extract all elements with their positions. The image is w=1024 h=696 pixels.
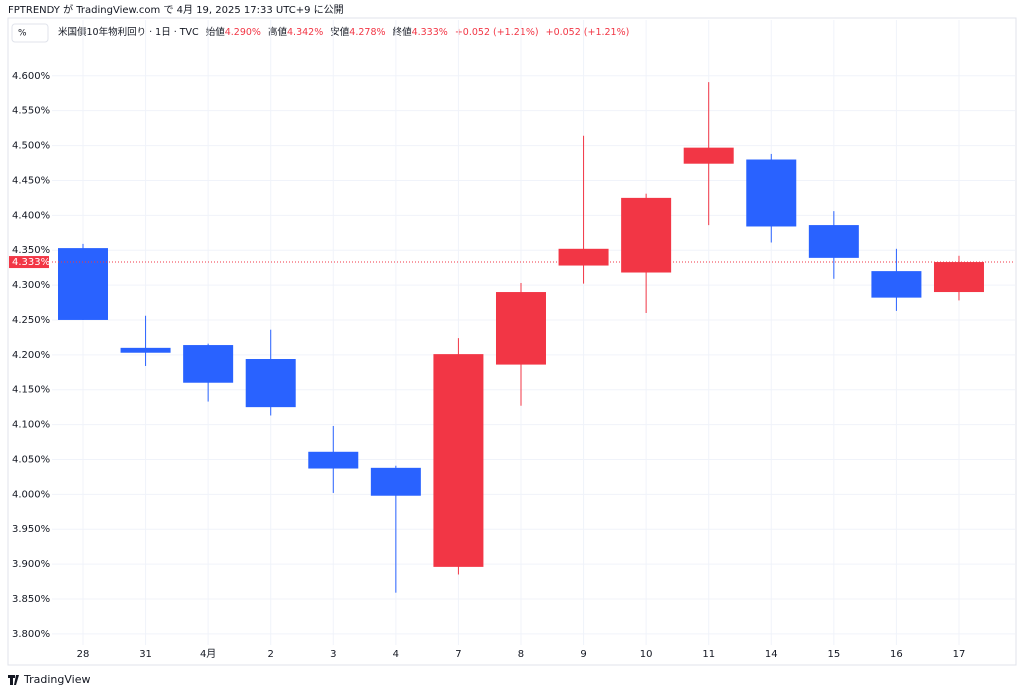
candle-body	[370, 467, 421, 496]
y-tick-label: 4.350%	[12, 245, 50, 256]
candle-body	[558, 248, 609, 266]
change: +0.052 (+1.21%)	[546, 27, 630, 38]
y-tick-label: 4.600%	[12, 71, 50, 82]
x-tick-label: 10	[640, 649, 653, 660]
y-tick-label: 4.450%	[12, 175, 50, 186]
unit-button[interactable]	[11, 23, 49, 43]
x-tick-label: 3	[330, 649, 336, 660]
candle-body	[308, 451, 359, 469]
x-tick-label: 8	[518, 649, 524, 660]
x-tick-label: 17	[953, 649, 966, 660]
legend: 米国債10年物利回り · 1日 · TVC 始値4.290% 高値4.342% …	[58, 26, 629, 38]
y-tick-label: 4.000%	[12, 489, 50, 500]
candle-body	[746, 159, 797, 227]
change: +0.052 (+1.21%)	[455, 27, 539, 38]
x-tick-label: 7	[455, 649, 461, 660]
y-tick-label: 3.850%	[12, 594, 50, 605]
y-tick-label: 4.400%	[12, 210, 50, 221]
y-tick-label: 4.050%	[12, 454, 50, 465]
x-tick-label: 16	[890, 649, 903, 660]
candle-body	[58, 248, 108, 320]
chart-frame	[7, 17, 1017, 666]
y-tick-label: 3.900%	[12, 559, 50, 570]
candle-body	[433, 354, 484, 567]
last-price-tag	[9, 256, 49, 269]
ohlc-value: 4.342%	[287, 27, 323, 38]
x-tick-label: 31	[139, 649, 152, 660]
ohlc-value: 4.290%	[225, 27, 261, 38]
published-note: FPTRENDY が TradingView.com で 4月 19, 2025…	[8, 3, 344, 16]
candle-body	[933, 262, 984, 293]
ohlc-label: 安値	[330, 26, 350, 38]
y-tick-label: 4.250%	[12, 315, 50, 326]
y-tick-label: 4.150%	[12, 385, 50, 396]
footer-brand: TradingView	[23, 673, 90, 686]
y-tick-label: 4.500%	[12, 141, 50, 152]
x-tick-label: 4月	[200, 648, 216, 660]
candle-body	[621, 197, 672, 273]
candle-body	[495, 292, 546, 365]
candle-body	[120, 347, 171, 353]
x-tick-label: 9	[580, 649, 586, 660]
y-tick-label: 4.300%	[12, 280, 50, 291]
candle-body	[871, 271, 922, 298]
plot-area: 3.800% 3.850% 3.900% 3.950% 4.000% 4.050% 4.10…	[9, 20, 1015, 660]
x-tick-label: 28	[77, 649, 90, 660]
x-tick-label: 11	[702, 649, 715, 660]
candle-body	[683, 147, 734, 164]
y-tick-label: 3.950%	[12, 524, 50, 535]
ohlc-label: 終値	[393, 26, 413, 38]
last-price-label: 4.333%	[12, 257, 50, 268]
x-tick-label: 14	[765, 649, 778, 660]
x-tick-label: 15	[827, 649, 840, 660]
unit-button-label[interactable]: %	[18, 29, 27, 39]
x-tick-label: 2	[268, 649, 274, 660]
ohlc-label: 高値	[268, 26, 288, 38]
ohlc-value: 4.333%	[412, 27, 448, 38]
y-tick-label: 3.800%	[12, 629, 50, 640]
logo	[8, 675, 19, 685]
ohlc-label: 始値	[206, 26, 226, 38]
candle-body	[245, 359, 296, 408]
x-tick-label: 4	[393, 649, 399, 660]
y-tick-label: 4.200%	[12, 350, 50, 361]
candle-body	[808, 225, 859, 258]
candle-body	[183, 345, 234, 383]
y-tick-label: 4.550%	[12, 106, 50, 117]
y-tick-label: 4.100%	[12, 420, 50, 431]
ohlc-value: 4.278%	[349, 27, 385, 38]
legend-symbol: 米国債10年物利回り · 1日 · TVC	[58, 26, 199, 38]
